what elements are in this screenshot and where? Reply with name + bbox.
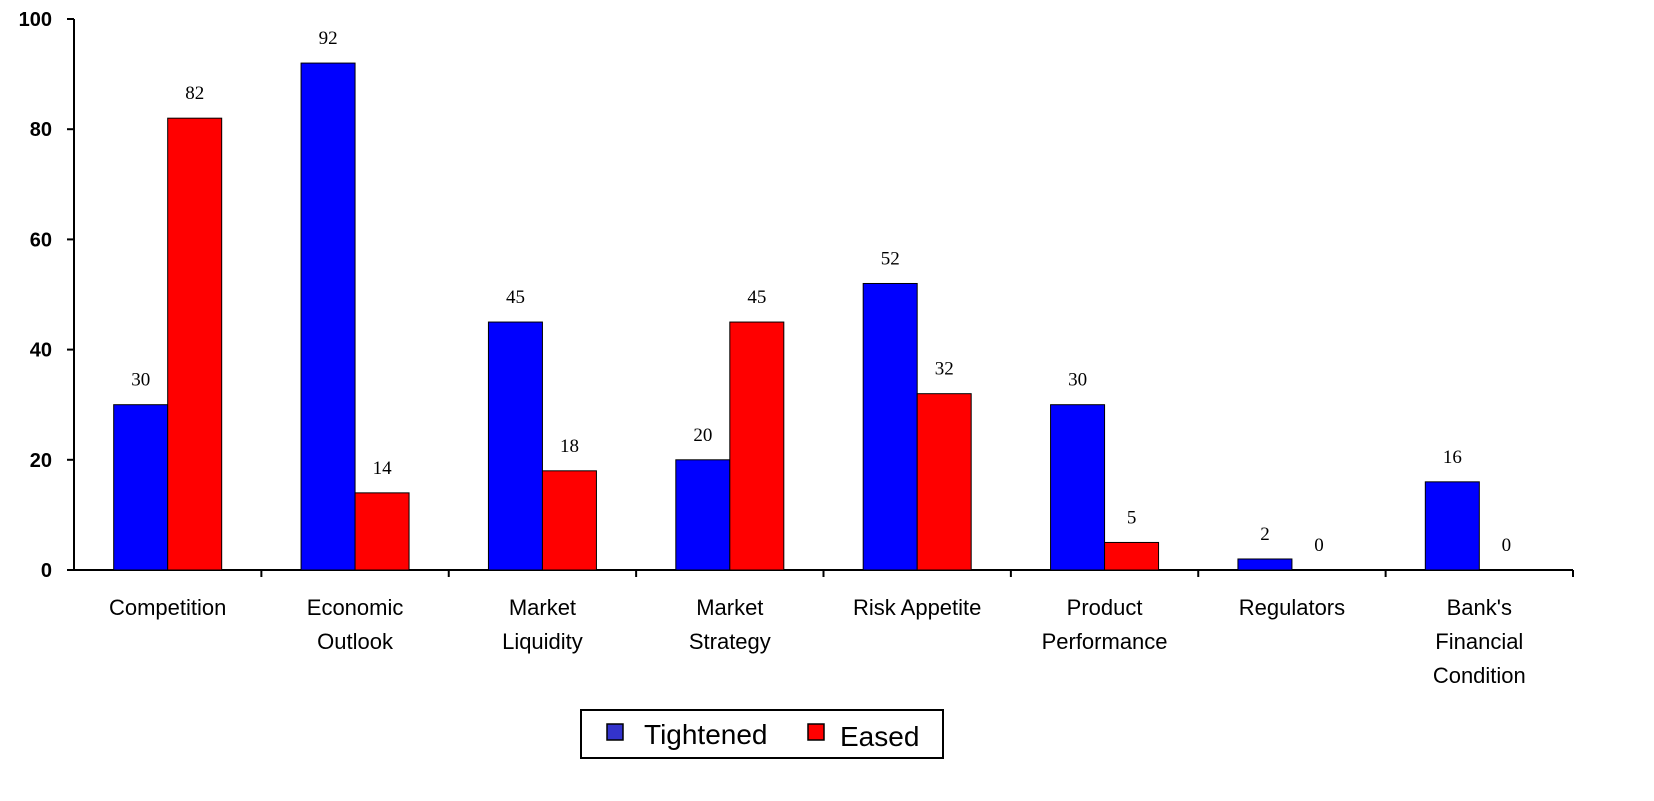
data-label-tightened-2: 45 [506,287,525,308]
bar-tightened-0 [113,404,169,571]
bar-tightened-3 [675,459,731,571]
data-label-tightened-3: 20 [693,425,712,446]
y-tick-label: 100 [19,9,52,31]
x-tick-label-line: Economic [307,595,404,620]
x-tick-label-line: Liquidity [502,629,583,654]
legend: Tightened Eased [580,709,944,759]
legend-label-tightened: Tightened [644,719,768,750]
y-tick-label: 0 [41,560,52,582]
bars [113,62,1480,571]
y-tick-label: 20 [30,450,52,472]
x-tick-label-line: Strategy [689,629,771,654]
x-tick-label-line: Bank's [1447,595,1512,620]
x-tick-label-line: Market [509,595,576,620]
legend-label-eased: Eased [840,721,919,752]
y-tick-label: 80 [30,119,52,141]
x-tick-label: Competition [109,595,226,620]
y-tick-label: 60 [30,229,52,251]
data-label-eased-5: 5 [1127,507,1137,528]
x-tick-label: Bank's Financial Condition [1433,595,1526,688]
bar-tightened-5 [1050,404,1106,571]
data-label-tightened-5: 30 [1068,370,1087,391]
data-label-eased-7: 0 [1502,535,1512,556]
bar-eased-2 [541,470,597,571]
x-axis [74,569,1574,577]
x-tick-labels: Competition Economic Outlook Market Liquidit… [109,595,1526,688]
x-tick-label: Risk Appetite [853,595,981,620]
y-tick-label: 40 [30,340,52,362]
x-tick-label-line: Outlook [317,629,394,654]
x-tick-label: Market Liquidity [502,595,583,654]
data-label-eased-4: 32 [935,359,954,380]
x-tick-label: Market Strategy [689,595,771,654]
x-tick-label-line: Financial [1435,629,1523,654]
bar-tightened-1 [300,62,356,571]
bar-eased-3 [729,321,785,571]
bar-eased-5 [1104,541,1160,571]
data-label-tightened-7: 16 [1443,447,1462,468]
bar-eased-0 [167,117,223,571]
data-label-eased-2: 18 [560,436,579,457]
x-tick-label-line: Product [1067,595,1143,620]
x-tick-label-line: Competition [109,595,226,620]
x-tick-label-line: Market [696,595,763,620]
bar-eased-1 [354,492,410,571]
data-labels: 30 92 45 20 52 30 2 16 82 14 18 45 32 5 0 0 [131,28,1511,556]
x-tick-label: Regulators [1239,595,1345,620]
bar-tightened-2 [487,321,543,571]
bar-tightened-7 [1424,481,1480,571]
bar-tightened-6 [1237,558,1293,571]
x-tick-label-line: Condition [1433,663,1526,688]
legend-box [580,709,944,759]
x-tick-label: Product Performance [1042,595,1168,654]
y-axis: 0 20 40 60 80 100 [19,9,75,582]
data-label-eased-3: 45 [747,287,766,308]
legend-swatch-tightened [606,723,624,741]
x-tick-label-line: Regulators [1239,595,1345,620]
x-tick-label-line: Risk Appetite [853,595,981,620]
bar-tightened-4 [862,282,918,571]
data-label-tightened-4: 52 [881,248,900,269]
data-label-tightened-0: 30 [131,370,150,391]
bar-eased-4 [916,393,972,571]
x-tick-label-line: Performance [1042,629,1168,654]
data-label-eased-0: 82 [185,83,204,104]
data-label-eased-6: 0 [1314,535,1324,556]
data-label-tightened-1: 92 [319,28,338,49]
data-label-tightened-6: 2 [1260,524,1270,545]
data-label-eased-1: 14 [373,458,393,479]
x-tick-label: Economic Outlook [307,595,404,654]
legend-swatch-eased [807,723,825,741]
